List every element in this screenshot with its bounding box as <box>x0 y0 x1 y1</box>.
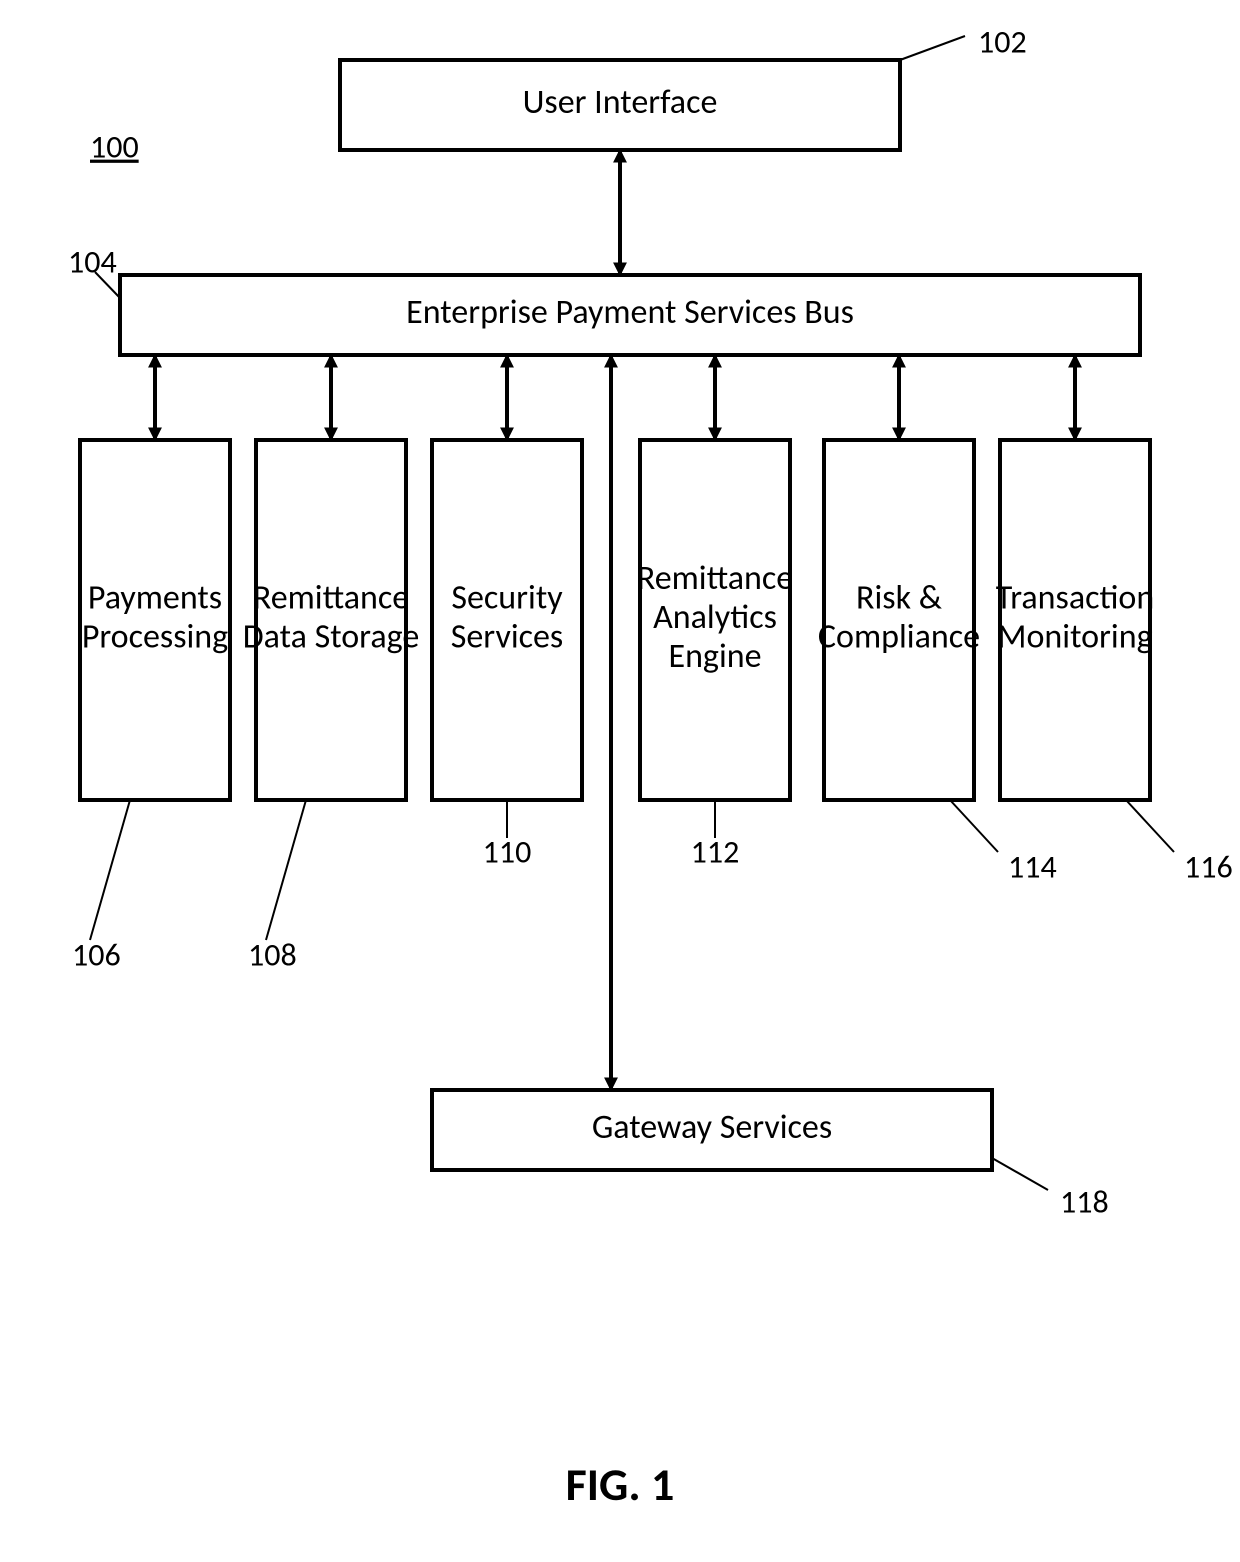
node-anal-label: Remittance <box>637 558 793 599</box>
node-gateway: Gateway Services <box>432 1090 992 1170</box>
node-risk-label: Risk & <box>856 578 943 619</box>
node-txn: TransactionMonitoring <box>996 440 1154 800</box>
node-anal: RemittanceAnalyticsEngine <box>637 440 793 800</box>
node-sec: SecurityServices <box>432 440 582 800</box>
ref-116: 116 <box>1184 848 1233 887</box>
node-bus-label: Enterprise Payment Services Bus <box>406 292 854 333</box>
figure-caption: FIG. 1 <box>566 1457 675 1513</box>
node-pay: PaymentsProcessing <box>80 440 230 800</box>
node-anal-label: Analytics <box>653 597 777 638</box>
node-store: RemittanceData Storage <box>243 440 420 800</box>
node-risk: Risk &Compliance <box>818 440 980 800</box>
ref-102: 102 <box>978 23 1027 62</box>
node-ui-label: User Interface <box>523 82 718 123</box>
ref-118: 118 <box>1060 1183 1109 1222</box>
figure-ref-label: 100 <box>90 128 139 167</box>
node-txn-label: Transaction <box>996 578 1154 619</box>
node-txn-label: Monitoring <box>997 617 1152 658</box>
node-sec-label: Security <box>451 578 563 619</box>
ref-106: 106 <box>72 936 121 975</box>
node-store-label: Remittance <box>253 578 409 619</box>
ref-112: 112 <box>691 833 740 872</box>
figure-container: User Interface Enterprise Payment Service… <box>0 0 1240 1562</box>
ref-114: 114 <box>1008 848 1057 887</box>
node-anal-label: Engine <box>668 636 761 677</box>
node-pay-label: Payments <box>88 578 222 619</box>
ref-108: 108 <box>248 936 297 975</box>
node-pay-label: Processing <box>82 617 228 658</box>
ref-104: 104 <box>68 243 117 282</box>
node-store-label: Data Storage <box>243 617 420 658</box>
node-gateway-label: Gateway Services <box>592 1107 832 1148</box>
node-sec-label: Services <box>451 617 563 658</box>
ref-110: 110 <box>483 833 532 872</box>
node-risk-label: Compliance <box>818 617 980 658</box>
node-bus: Enterprise Payment Services Bus <box>120 275 1140 355</box>
node-ui: User Interface <box>340 60 900 150</box>
